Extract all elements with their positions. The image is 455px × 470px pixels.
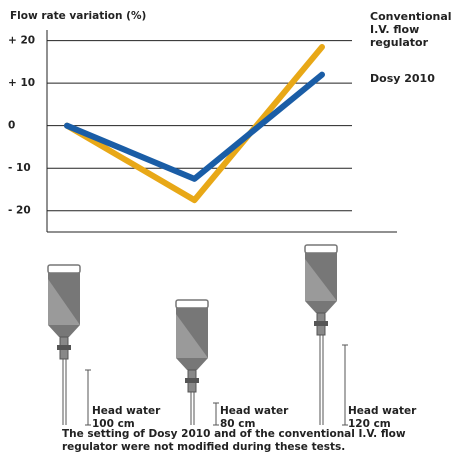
y-axis-label: Flow rate variation (%) — [10, 10, 146, 22]
legend-entry: Conventional I.V. flow regulator — [370, 10, 452, 49]
bottle-height: 100 cm — [92, 418, 135, 430]
bottle-label: Head water — [348, 405, 417, 417]
y-tick-label: + 20 — [8, 35, 35, 47]
y-tick-label: - 20 — [8, 205, 31, 217]
bottle-label: Head water — [92, 405, 161, 417]
y-tick-label: - 10 — [8, 162, 31, 174]
bottle-height: 120 cm — [348, 418, 391, 430]
regulator — [314, 321, 328, 326]
footnote: The setting of Dosy 2010 and of the conv… — [62, 428, 406, 453]
series-line — [64, 71, 325, 182]
regulator — [185, 378, 199, 383]
bottle-height: 80 cm — [220, 418, 255, 430]
bottle-shade — [176, 314, 208, 358]
legend-entry: Dosy 2010 — [370, 72, 435, 85]
bottle-shade — [305, 259, 337, 301]
bottle-label: Head water — [220, 405, 289, 417]
bottle-cap — [47, 264, 81, 274]
bottle-cap — [304, 244, 338, 254]
y-tick-label: + 10 — [8, 77, 35, 89]
bottle-shade — [48, 279, 80, 325]
y-tick-label: 0 — [8, 120, 15, 132]
bottle-cap — [175, 299, 209, 309]
series-line — [64, 44, 325, 204]
regulator — [57, 345, 71, 350]
